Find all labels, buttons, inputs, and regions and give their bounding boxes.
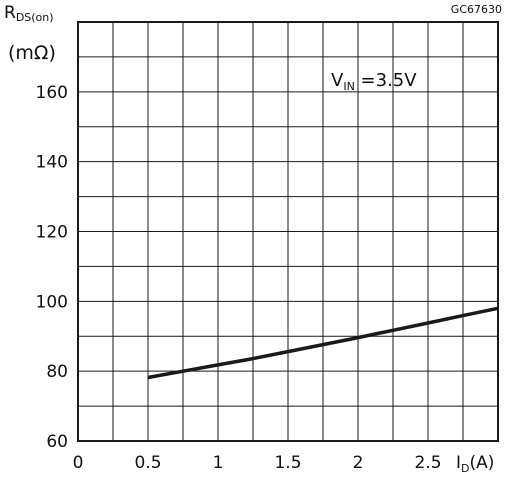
grid-lines [78, 22, 498, 441]
x-tick-label: 1 [213, 453, 224, 473]
vin-annotation-value: =3.5V [355, 70, 417, 91]
y-tick-label: 100 [36, 292, 68, 312]
y-axis-title: RDS(on) [4, 3, 54, 24]
x-axis-title-sub: D [461, 462, 469, 475]
y-tick-label: 80 [46, 362, 68, 382]
figure-code: GC67630 [450, 3, 502, 16]
y-tick-label: 60 [46, 432, 68, 452]
rds-series-line [147, 306, 499, 380]
y-axis-title-main: R [4, 3, 16, 23]
y-axis-unit: (mΩ) [8, 44, 56, 63]
x-axis-title-main: I [456, 453, 461, 473]
x-tick-label: 2 [353, 453, 364, 473]
y-tick-label: 140 [36, 153, 68, 173]
y-tick-label: 120 [36, 223, 68, 243]
x-tick-label: 1.5 [274, 453, 301, 473]
y-axis-unit-text: (mΩ) [8, 42, 56, 64]
plot-frame [77, 21, 499, 442]
x-tick-label: 0 [73, 453, 84, 473]
vin-annotation: VIN =3.5V [331, 70, 417, 93]
tick-labels: 60 80 100 120 140 160 0 0.5 1 1.5 2 2.5 [36, 83, 442, 473]
x-axis-title: ID(A) [456, 453, 494, 475]
x-axis-title-unit: (A) [470, 453, 495, 473]
x-tick-label: 0.5 [134, 453, 161, 473]
y-axis-title-sub: DS(on) [15, 11, 54, 24]
x-tick-label: 2.5 [414, 453, 441, 473]
vin-annotation-sub: IN [343, 80, 354, 93]
y-tick-label: 160 [36, 83, 68, 103]
series-layer [147, 306, 499, 380]
vin-annotation-main: V [331, 70, 344, 91]
